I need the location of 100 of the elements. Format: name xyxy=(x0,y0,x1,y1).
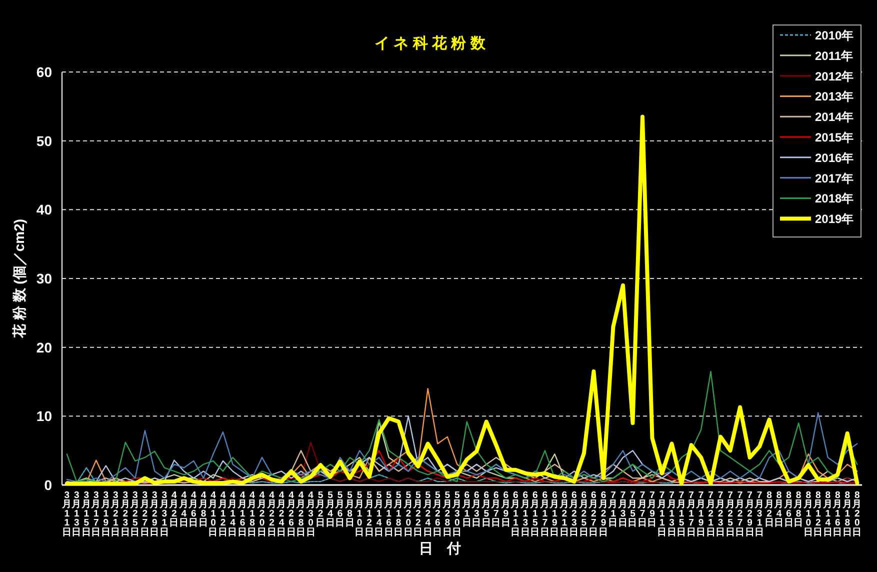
x-tick-label: 5月24日 xyxy=(422,490,433,538)
y-tick-label: 0 xyxy=(44,477,52,493)
x-tick-label: 6月15日 xyxy=(529,490,540,538)
x-tick-label: 3月19日 xyxy=(100,490,111,538)
x-tick-label: 3月23日 xyxy=(119,490,130,538)
x-tick-label: 7月9日 xyxy=(646,490,658,529)
x-tick-label: 4月28日 xyxy=(295,490,306,538)
x-tick-label: 8月10日 xyxy=(802,490,814,538)
x-tick-label: 7月3日 xyxy=(616,490,628,529)
x-tick-label: 4月26日 xyxy=(285,490,296,538)
x-tick-label: 7月17日 xyxy=(685,490,696,538)
x-tick-label: 7月23日 xyxy=(714,490,726,538)
legend-label: 2016年 xyxy=(815,150,854,165)
y-tick-label: 40 xyxy=(36,202,52,218)
x-tick-label: 5月10日 xyxy=(354,490,365,538)
x-tick-label: 3月11日 xyxy=(60,490,72,538)
x-tick-label: 6月27日 xyxy=(588,490,599,538)
x-tick-label: 8月16日 xyxy=(832,490,843,538)
x-tick-label: 6月21日 xyxy=(558,490,570,538)
x-tick-label: 8月18日 xyxy=(841,490,852,538)
x-tick-label: 8月12日 xyxy=(812,490,824,538)
x-tick-label: 7月1日 xyxy=(607,490,618,529)
x-tick-label: 4月8日 xyxy=(197,490,208,529)
x-tick-label: 6月25日 xyxy=(578,490,589,538)
x-tick-label: 7月29日 xyxy=(744,490,755,538)
legend-label: 2019年 xyxy=(815,212,854,226)
legend-label: 2011年 xyxy=(815,48,854,63)
x-tick-label: 4月20日 xyxy=(256,490,267,538)
x-tick-label: 4月16日 xyxy=(236,490,248,538)
x-tick-label: 3月13日 xyxy=(70,490,82,538)
legend-label: 2014年 xyxy=(815,110,854,124)
x-tick-label: 3月25日 xyxy=(129,490,140,538)
x-tick-label: 4月10日 xyxy=(207,490,218,538)
x-tick-label: 7月5日 xyxy=(626,490,638,529)
x-tick-label: 4月24日 xyxy=(276,490,287,538)
x-tick-label: 3月21日 xyxy=(110,490,121,538)
legend-label: 2018年 xyxy=(815,192,854,206)
x-tick-label: 6月5日 xyxy=(480,490,492,529)
x-tick-label: 7月15日 xyxy=(676,490,687,538)
y-tick-label: 60 xyxy=(36,64,52,80)
x-tick-label: 8月14日 xyxy=(822,490,833,538)
x-tick-label: 5月6日 xyxy=(334,490,346,529)
y-tick-label: 50 xyxy=(36,132,52,149)
x-tick-label: 7月7日 xyxy=(636,490,648,529)
x-tick-label: 8月8日 xyxy=(792,490,804,529)
x-tick-label: 5月30日 xyxy=(451,490,462,538)
y-tick-label: 30 xyxy=(36,270,52,286)
x-tick-label: 5月18日 xyxy=(392,490,404,538)
x-tick-label: 6月23日 xyxy=(568,490,580,538)
x-tick-label: 5月12日 xyxy=(363,490,374,538)
x-tick-label: 5月14日 xyxy=(373,490,384,538)
x-tick-label: 3月29日 xyxy=(148,490,160,538)
x-tick-label: 6月1日 xyxy=(460,490,472,529)
x-tick-label: 5月2日 xyxy=(314,490,326,529)
legend-label: 2010年 xyxy=(815,28,854,42)
x-tick-label: 5月28日 xyxy=(441,490,452,538)
x-tick-label: 5月4日 xyxy=(324,490,336,529)
x-tick-label: 6月19日 xyxy=(548,490,560,538)
x-tick-label: 7月19日 xyxy=(695,490,706,538)
x-tick-label: 4月12日 xyxy=(216,490,228,538)
x-tick-label: 6月17日 xyxy=(538,490,550,538)
x-tick-label: 3月27日 xyxy=(138,490,150,538)
x-tick-label: 4月4日 xyxy=(178,490,189,529)
x-tick-label: 7月31日 xyxy=(754,490,765,538)
y-axis-title: 花 粉 数 (個／cm2) xyxy=(11,218,27,340)
y-tick-label: 20 xyxy=(36,339,52,356)
x-tick-label: 5月26日 xyxy=(432,490,443,538)
x-tick-label: 3月17日 xyxy=(90,490,102,538)
x-tick-label: 5月16日 xyxy=(382,490,394,538)
x-tick-label: 7月21日 xyxy=(704,490,716,538)
x-tick-label: 4月2日 xyxy=(168,490,180,529)
x-tick-label: 7月13日 xyxy=(666,490,677,538)
x-tick-label: 8月2日 xyxy=(763,490,774,529)
x-tick-label: 6月7日 xyxy=(490,490,502,529)
x-tick-label: 6月3日 xyxy=(470,490,482,529)
y-tick-label: 10 xyxy=(36,408,52,424)
x-tick-label: 4月18日 xyxy=(246,490,258,538)
x-tick-label: 6月11日 xyxy=(510,490,521,538)
legend-label: 2013年 xyxy=(815,90,854,104)
x-tick-label: 5月20日 xyxy=(402,490,414,538)
x-tick-label: 7月11日 xyxy=(656,490,667,538)
line-series xyxy=(66,370,858,484)
x-tick-label: 8月6日 xyxy=(782,490,794,529)
x-tick-label: 4月22日 xyxy=(266,490,277,538)
x-tick-label: 3月31日 xyxy=(158,490,170,538)
x-tick-label: 8月20日 xyxy=(851,490,862,538)
x-tick-label: 3月15日 xyxy=(80,490,92,538)
x-axis-title: 日 付 xyxy=(419,540,461,556)
x-tick-label: 8月4日 xyxy=(773,490,784,529)
x-tick-label: 6月9日 xyxy=(500,490,511,529)
x-tick-label: 4月30日 xyxy=(304,490,316,538)
chart-title: イ ネ 科 花 粉 数 xyxy=(374,35,486,52)
x-tick-label: 5月22日 xyxy=(412,490,424,538)
x-tick-label: 4月14日 xyxy=(226,490,238,538)
legend-label: 2012年 xyxy=(815,69,854,84)
x-tick-label: 5月8日 xyxy=(344,490,355,529)
x-tick-label: 7月27日 xyxy=(734,490,746,538)
legend-label: 2015年 xyxy=(815,130,854,144)
legend-label: 2017年 xyxy=(815,171,854,186)
x-tick-label: 4月6日 xyxy=(188,490,199,529)
